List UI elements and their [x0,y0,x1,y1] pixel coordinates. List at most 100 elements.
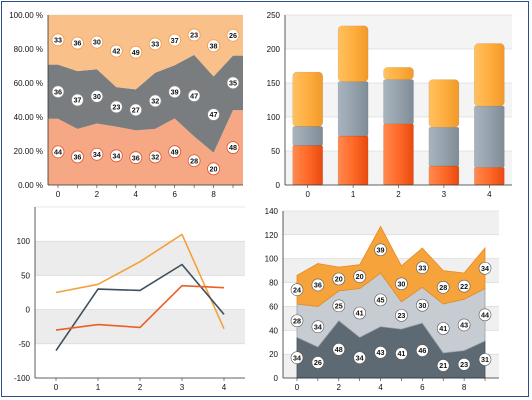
chart1-data-bubble [90,89,104,103]
chart4-data-label: 44 [481,310,489,319]
chart4-data-label: 31 [481,355,489,364]
chart4-data-label: 23 [460,360,468,369]
chart1-data-label: 39 [171,87,179,96]
chart3-grid-band [35,275,245,310]
chart3-y-tick-label: 50 [21,271,30,280]
chart1-data-bubble [129,45,143,59]
chart1-data-bubble [90,35,104,49]
chart1-data-label: 37 [171,36,179,45]
chart4-data-bubble [478,261,492,275]
chart1-data-bubble [168,33,182,47]
chart1-x-tick-label: 6 [172,190,177,199]
chart1-data-label: 49 [132,48,140,57]
chart1-data-label: 36 [73,39,81,48]
chart2-bar-segment [428,126,460,167]
chart4-data-label: 28 [293,316,301,325]
chart4-data-label: 26 [314,358,322,367]
chart4-data-label: 25 [335,301,343,310]
chart4-data-bubble [353,351,366,365]
chart4-data-label: 43 [460,321,468,330]
chart1-data-label: 48 [229,143,237,152]
chart1-data-label: 32 [151,153,159,162]
chart1-data-label: 23 [112,102,120,111]
chart4-data-label: 33 [418,263,426,272]
chart1-data-label: 26 [229,31,237,40]
chart4-data-bubble [436,322,450,335]
chart1-x-tick-label: 2 [95,190,100,199]
chart1-data-bubble [187,28,201,42]
chart4-y-tick-label: 80 [269,279,278,288]
chart2-bar-segment [383,67,414,80]
chart4-data-label: 21 [439,361,447,370]
chart2-bar-segment [474,105,505,168]
chart1-data-bubble [109,44,123,58]
chart1-data-bubble [207,39,220,53]
chart3-grid-band [35,207,245,242]
chart1-data-label: 35 [229,78,237,87]
chart1-data-bubble [168,145,182,159]
chart4-data-label: 45 [377,295,385,304]
chart1-data-label: 44 [54,148,62,157]
chart4-data-bubble [311,356,325,369]
chart1-data-label: 28 [190,156,198,165]
chart3-line-series-2 [55,284,225,331]
chart3-y-tick-label: 0 [26,306,31,315]
chart4-data-label: 34 [481,264,489,273]
chart1-data-bubble [226,28,240,42]
chart1-y-tick-label: 60.00 % [14,79,43,88]
chart4-data-label: 28 [439,283,447,292]
chart2-bar-segment [292,126,323,146]
chart2-y-tick-label: 100 [267,113,281,122]
chart4-data-bubble [395,309,408,322]
chart4-data-bubble [374,293,387,307]
chart4-data-label: 34 [293,353,301,362]
chart3-y-tick-label: 100 [17,237,31,246]
chart1-y-tick-label: 40.00 % [14,113,43,122]
chart4-data-label: 36 [314,281,322,290]
chart1-data-label: 20 [210,164,218,173]
chart2-y-tick-label: 150 [267,79,281,88]
chart2-y-tick-label: 0 [276,181,281,190]
chart4-data-bubble [436,281,450,294]
chart4-data-bubble [478,353,492,366]
chart4-data-bubble [374,346,387,359]
chart3-x-tick-label: 1 [96,383,101,392]
chart4-data-bubble [353,270,366,283]
chart2-y-tick-label: 50 [271,147,280,156]
chart2-y-tick-label: 250 [267,11,281,20]
chart1-x-tick-label: 0 [56,190,61,199]
chart4-data-bubble [374,243,387,257]
chart4-data-bubble [395,277,408,291]
chart2-x-tick-label: 0 [305,190,310,199]
chart2-bar-segment [383,123,414,186]
chart4-data-label: 20 [335,275,343,284]
chart2-bar-segment [292,71,323,127]
chart1-data-label: 36 [54,87,62,96]
chart4-y-tick-label: 60 [269,302,278,311]
chart3-grid-band [35,241,245,276]
chart2-bar-segment [337,81,369,137]
chart1-data-label: 33 [54,35,62,44]
chart1-data-bubble [148,94,162,108]
chart4-data-bubble [290,351,304,365]
chart1-data-bubble [71,150,84,164]
chart4-data-bubble [478,308,492,322]
chart4-data-label: 43 [377,348,385,357]
chart1-data-bubble [207,108,220,121]
chart1-data-label: 36 [132,153,140,162]
chart4-data-bubble [332,272,346,286]
chart4-data-label: 34 [314,322,322,331]
chart2-bar-segment [383,79,414,125]
chart4-data-label: 41 [356,309,364,318]
chart4-y-tick-label: 40 [269,326,278,335]
chart1-data-bubble [109,149,123,163]
chart4-data-label: 39 [377,245,385,254]
chart2-bar-segment [337,135,369,186]
chart2-bar-segment [428,79,460,128]
chart1-data-bubble [187,154,201,168]
chart1-data-bubble [226,76,240,90]
chart1-data-bubble [148,37,162,51]
chart4-x-tick-label: 2 [337,383,342,392]
chart1-data-bubble [226,141,240,154]
